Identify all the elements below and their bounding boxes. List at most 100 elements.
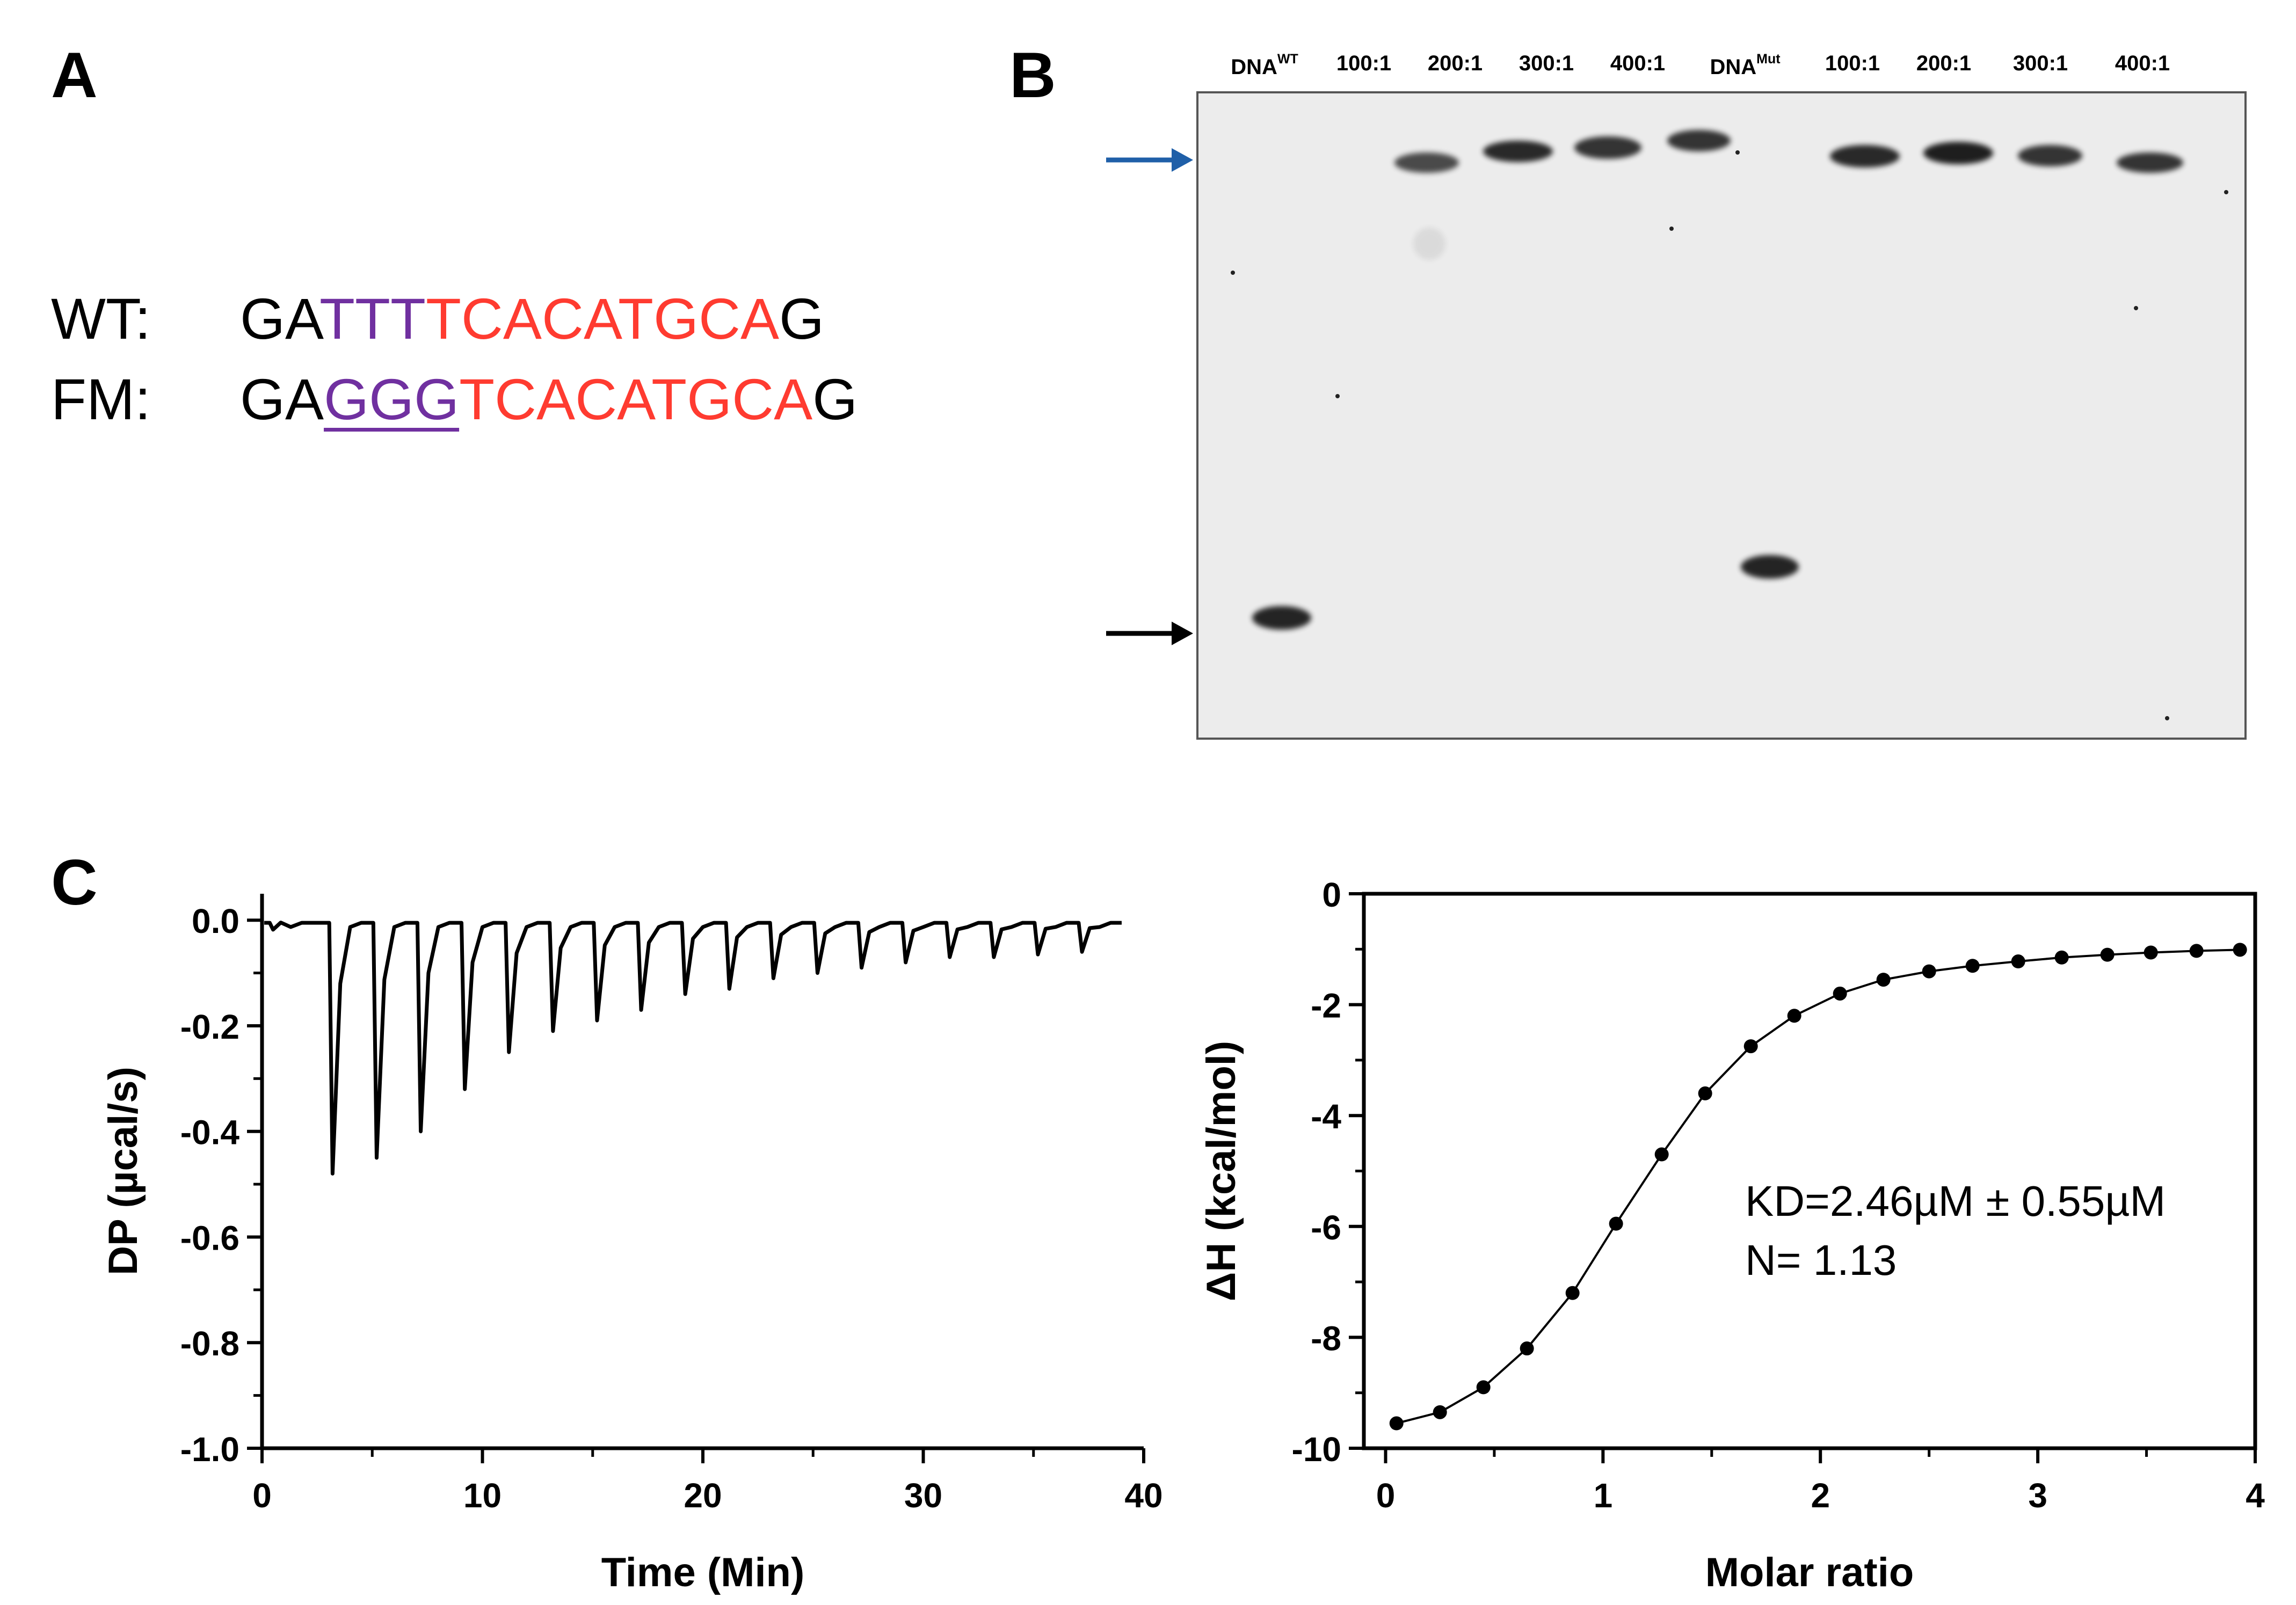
isotherm-data-point [1433, 1405, 1447, 1419]
gel-speck [2165, 716, 2169, 720]
isotherm-data-point [2100, 947, 2115, 962]
seq-part-core: TCACATGCA [425, 286, 779, 351]
isotherm-x-label: Molar ratio [1705, 1550, 1914, 1595]
isotherm-fit-line [1396, 949, 2240, 1425]
gel-band-complex [1574, 136, 1641, 159]
isotherm-data-point [1743, 1039, 1758, 1054]
lane-label: 200:1 [1427, 52, 1483, 75]
isotherm-y-tick-label: 0 [1322, 876, 1341, 914]
isotherm-frame [1362, 892, 2257, 1450]
sequence-label: WT: [51, 286, 151, 351]
seq-part-flank-3: G [779, 286, 824, 351]
thermogram-y-tick-label: -0.2 [180, 1008, 239, 1046]
lane-label: 300:1 [1518, 52, 1574, 75]
isotherm-data-point [1389, 1416, 1404, 1431]
arrow-free-dna [1106, 622, 1193, 645]
seq-part-flank-5: GA [240, 367, 324, 432]
gel-speck [1669, 227, 1674, 231]
lane-label: 200:1 [1916, 52, 1972, 75]
seq-part-variable: TTT [319, 286, 426, 351]
seq-part-flank-5: GA [240, 286, 320, 351]
gel-band-complex [1923, 142, 1993, 164]
thermogram-x-tick-label: 0 [252, 1476, 272, 1515]
isotherm-annotation-kd: KD=2.46µM ± 0.55µM [1745, 1177, 2166, 1225]
gel-band-complex [2117, 152, 2183, 173]
isotherm-data-point [1698, 1086, 1712, 1100]
gel-speck [1735, 150, 1740, 155]
gel-band-complex [1667, 130, 1731, 151]
isotherm-data-point [2011, 954, 2025, 969]
isotherm-data-point [1654, 1147, 1669, 1162]
lane-label-dna-mut: DNAMut [1710, 52, 1781, 79]
isotherm-x-tick-label: 2 [1811, 1476, 1830, 1515]
isotherm-x-tick-label: 0 [1376, 1476, 1396, 1515]
isotherm-data-point [1476, 1380, 1491, 1395]
isotherm-data-point [2054, 950, 2069, 965]
thermogram-y-tick-label: 0.0 [192, 902, 239, 940]
panel-label-c: C [51, 847, 98, 918]
arrow-complex [1106, 148, 1193, 172]
isotherm-data-point [1833, 986, 1847, 1001]
lane-label: 400:1 [2115, 52, 2170, 75]
thermogram-y-tick-label: -0.6 [180, 1219, 239, 1257]
isotherm-data-point [2233, 943, 2247, 957]
gel-speck [2134, 306, 2138, 310]
isotherm-data-point [1609, 1216, 1623, 1231]
gel-smear [1413, 228, 1445, 260]
isotherm-x-tick-label: 3 [2028, 1476, 2047, 1515]
thermogram-x-label: Time (Min) [601, 1550, 805, 1595]
isotherm-data-point [1565, 1286, 1580, 1300]
thermogram-y-tick-label: -0.8 [180, 1324, 239, 1363]
seq-part-mutated: GGG [324, 367, 460, 432]
isotherm-data-point [1965, 959, 1980, 973]
seq-part-core: TCACATGCA [459, 367, 813, 432]
isotherm-chart: 0 -2 -4 -6 -8 -10 0 1 2 3 4 Molar ratio ΔH (kcal/m… [1198, 876, 2265, 1595]
isotherm-data-point [1876, 973, 1891, 987]
thermogram-chart: 0.0 -0.2 -0.4 -0.6 -0.8 -1.0 0 10 20 30 40 Time (M… [100, 894, 1163, 1595]
thermogram-trace [264, 921, 1122, 1176]
panel-label-a: A [51, 39, 98, 111]
lane-label: 100:1 [1825, 52, 1880, 75]
isotherm-data-point [1787, 1009, 1801, 1023]
gel-speck [2224, 190, 2228, 194]
thermogram-y-tick-label: -0.4 [180, 1113, 240, 1152]
isotherm-data-point [1520, 1341, 1534, 1356]
isotherm-y-tick-label: -6 [1311, 1208, 1341, 1247]
gel-band-complex [1394, 152, 1459, 173]
gel-band-free-dna-mut [1741, 555, 1799, 579]
isotherm-data-point [2144, 945, 2158, 960]
thermogram-x-tick-label: 10 [463, 1476, 502, 1515]
lane-label-dna-wt: DNAWT [1231, 52, 1298, 79]
thermogram-x-tick-label: 30 [904, 1476, 942, 1515]
isotherm-y-tick-label: -8 [1311, 1319, 1341, 1358]
isotherm-y-tick-label: -10 [1292, 1430, 1342, 1469]
lane-label: 400:1 [1610, 52, 1666, 75]
thermogram-y-label: DP (µcal/s) [100, 1067, 146, 1275]
gel-speck [1335, 394, 1340, 398]
isotherm-y-tick-label: -2 [1311, 987, 1341, 1025]
gel-band-complex [1483, 141, 1553, 162]
gel-image [1196, 91, 2247, 740]
lane-label: 300:1 [2012, 52, 2068, 75]
isotherm-x-tick-label: 1 [1594, 1476, 1613, 1515]
gel-band-complex [1830, 145, 1900, 167]
sequence-fm: FM: GAGGGTCACATGCAG [51, 370, 858, 428]
isotherm-y-tick-label: -4 [1311, 1097, 1341, 1136]
arrow-complex-head [1172, 148, 1193, 172]
arrow-free-dna-head [1172, 622, 1193, 645]
seq-part-flank-3: G [812, 367, 858, 432]
gel-band-free-dna-wt [1252, 606, 1311, 630]
panel-label-b: B [1009, 39, 1056, 111]
gel-speck [1231, 271, 1235, 275]
sequence-label: FM: [51, 367, 151, 432]
isotherm-x-tick-label: 4 [2246, 1476, 2265, 1515]
sequence-wt: WT: GATTTTCACATGCAG [51, 290, 824, 348]
isotherm-annotation-n: N= 1.13 [1745, 1236, 1897, 1284]
thermogram-y-tick-label: -1.0 [180, 1430, 239, 1469]
isotherm-y-label: ΔH (kcal/mol) [1198, 1041, 1244, 1301]
thermogram-x-tick-label: 40 [1124, 1476, 1162, 1515]
thermogram-x-tick-label: 20 [684, 1476, 722, 1515]
lane-label: 100:1 [1336, 52, 1392, 75]
isotherm-data-point [1922, 964, 1936, 979]
